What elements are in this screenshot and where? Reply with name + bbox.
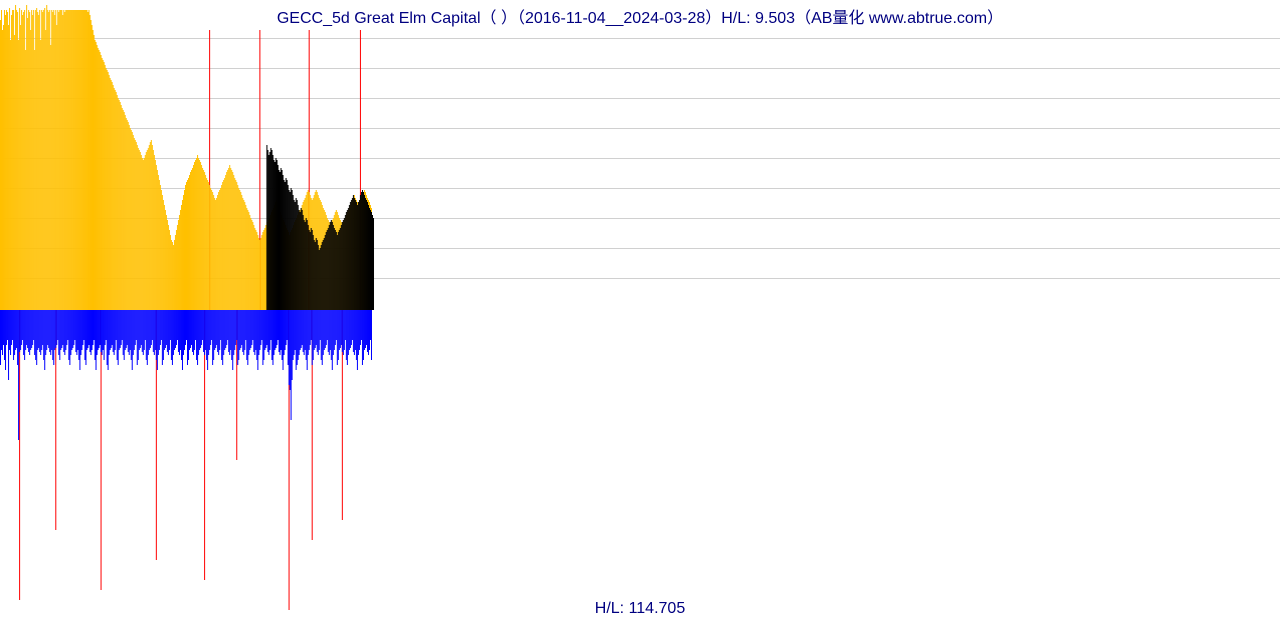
price-chart-svg bbox=[0, 0, 1280, 310]
chart-footer: H/L: 114.705 bbox=[0, 600, 1280, 618]
chart-title: GECC_5d Great Elm Capital（ ）（2016-11-04_… bbox=[0, 4, 1280, 28]
stock-chart-container: GECC_5d Great Elm Capital（ ）（2016-11-04_… bbox=[0, 0, 1280, 620]
volume-chart-svg bbox=[0, 310, 1280, 620]
